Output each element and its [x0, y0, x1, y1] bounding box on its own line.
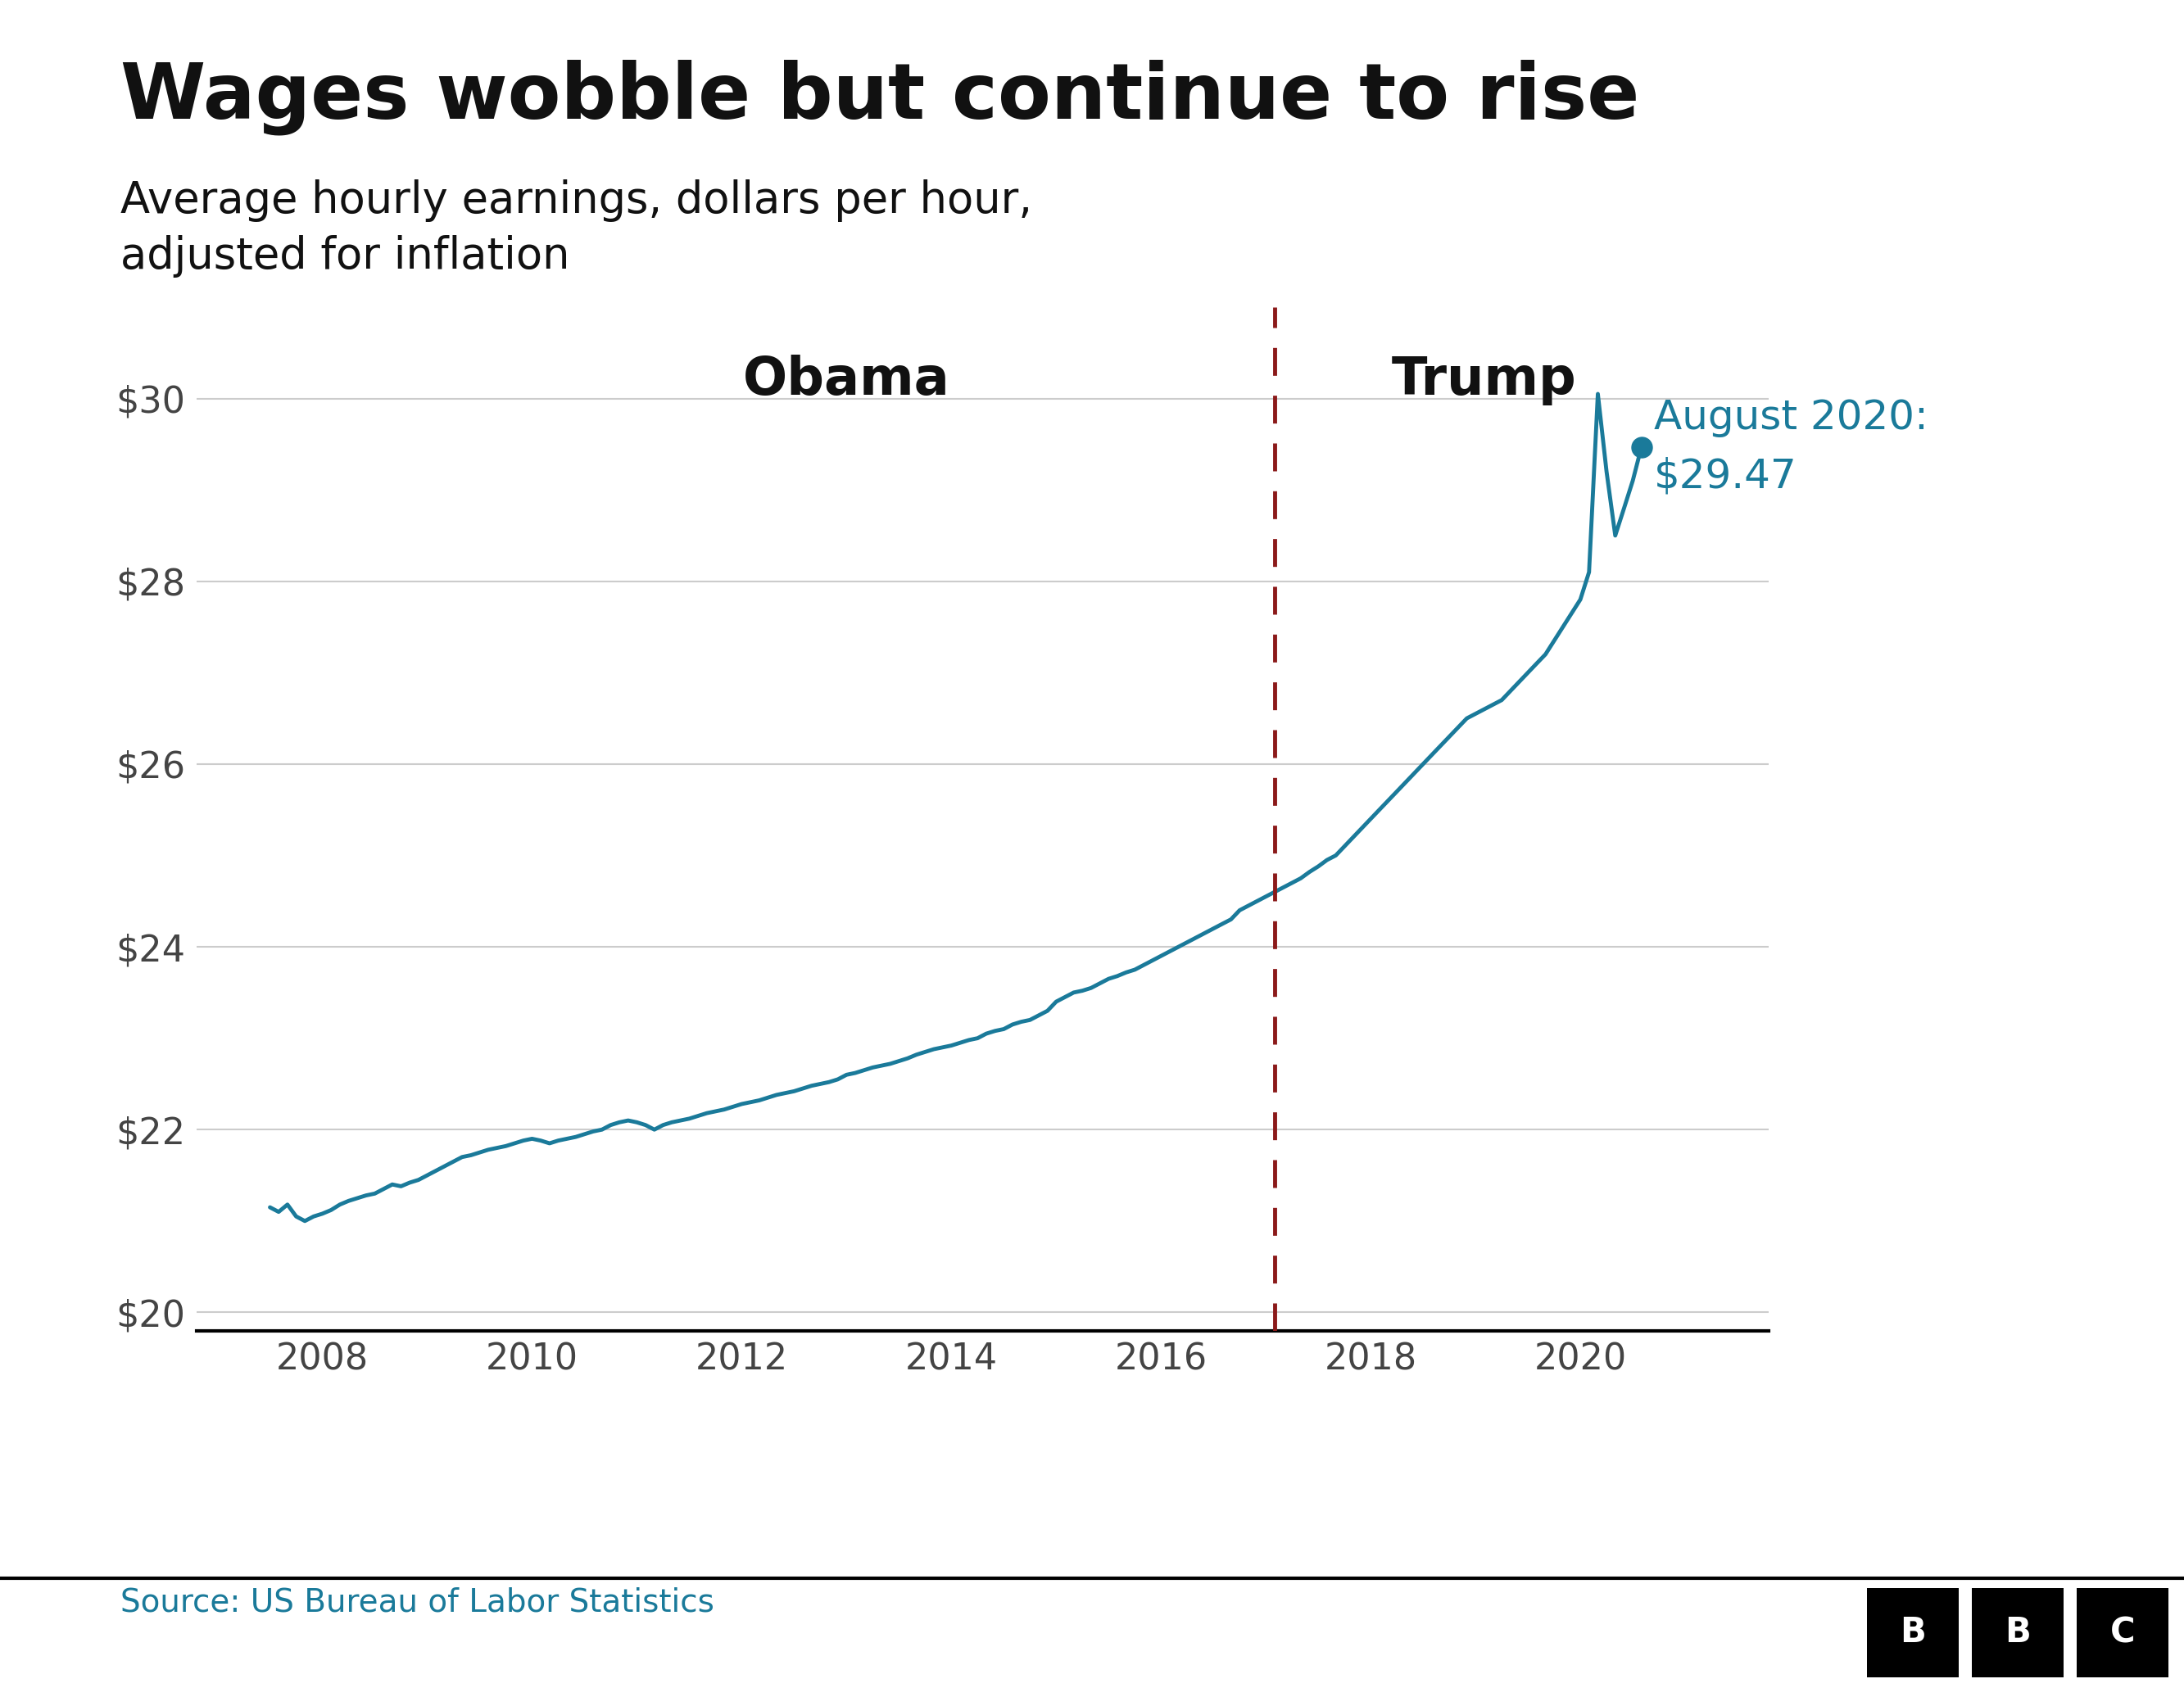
Text: C: C [2110, 1616, 2136, 1650]
Text: Average hourly earnings, dollars per hour,
adjusted for inflation: Average hourly earnings, dollars per hou… [120, 179, 1031, 278]
Text: B: B [2005, 1616, 2031, 1650]
Text: Wages wobble but continue to rise: Wages wobble but continue to rise [120, 60, 1640, 135]
Text: Trump: Trump [1391, 355, 1577, 406]
Text: B: B [1900, 1616, 1926, 1650]
Text: Source: US Bureau of Labor Statistics: Source: US Bureau of Labor Statistics [120, 1587, 714, 1617]
Text: Obama: Obama [743, 355, 950, 406]
Text: August 2020:
$29.47: August 2020: $29.47 [1653, 397, 1928, 495]
